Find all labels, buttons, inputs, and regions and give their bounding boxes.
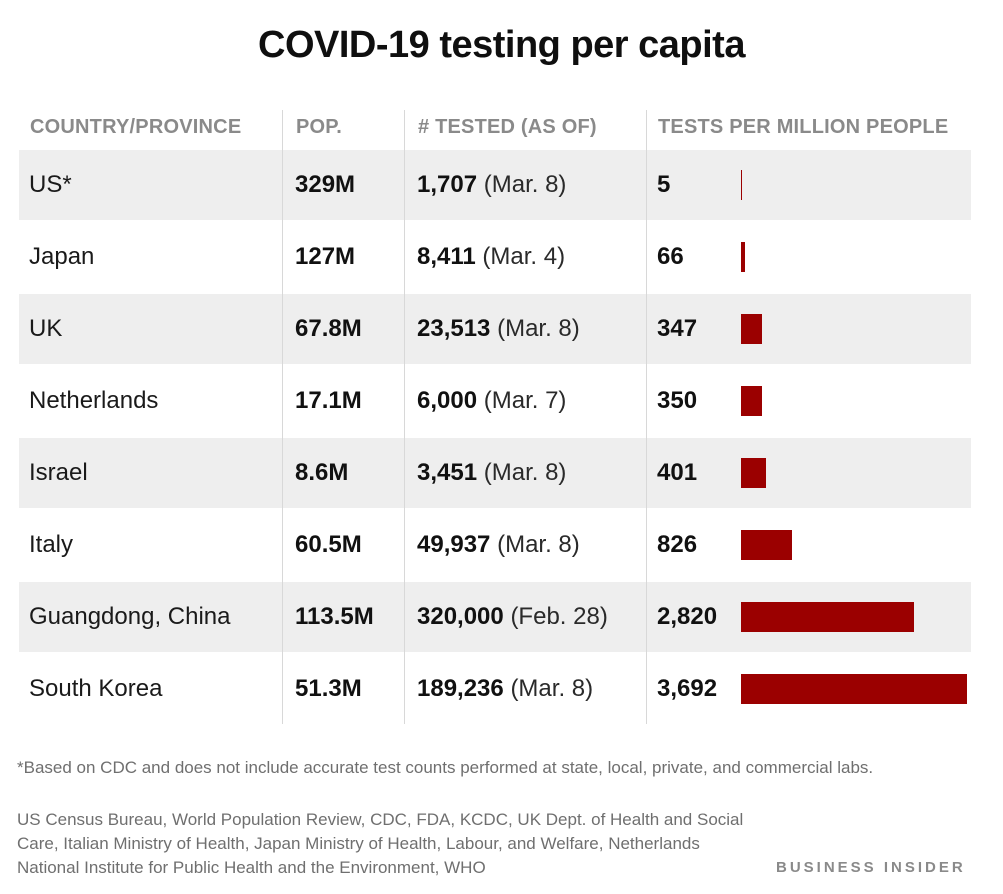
- tested-cell: 1,707 (Mar. 8): [417, 150, 566, 220]
- chart-title: COVID-19 testing per capita: [258, 24, 745, 66]
- column-divider: [282, 110, 283, 724]
- tests-per-million-value: 3,692: [657, 675, 718, 702]
- tested-cell: 320,000 (Feb. 28): [417, 582, 608, 652]
- table-row: Israel 8.6M 3,451 (Mar. 8) 401: [19, 438, 971, 510]
- sources-note: US Census Bureau, World Population Revie…: [17, 810, 744, 877]
- tested-date: (Feb. 28): [510, 603, 608, 630]
- column-divider: [646, 110, 647, 724]
- tested-cell: 189,236 (Mar. 8): [417, 654, 593, 724]
- population-cell: 113.5M: [295, 603, 374, 630]
- tested-count: 189,236: [417, 675, 504, 702]
- tests-per-million-bar: [741, 458, 766, 488]
- tested-date: (Mar. 8): [497, 531, 580, 558]
- tested-date: (Mar. 7): [483, 387, 567, 414]
- tested-date: (Mar. 8): [497, 315, 580, 342]
- tested-count: 3,451: [417, 459, 478, 486]
- population-cell: 67.8M: [295, 315, 362, 342]
- header-tested: # TESTED (AS OF): [418, 116, 597, 138]
- country-cell: Netherlands: [29, 387, 159, 414]
- tested-cell: 3,451 (Mar. 8): [417, 438, 566, 508]
- table-row: Netherlands 17.1M 6,000 (Mar. 7) 350: [19, 366, 971, 438]
- table-row: US* 329M 1,707 (Mar. 8) 5: [19, 150, 971, 222]
- tested-count: 8,411: [417, 243, 476, 270]
- tests-per-million-value: 2,820: [657, 603, 718, 630]
- tests-per-million-value: 350: [657, 387, 698, 414]
- header-country: COUNTRY/PROVINCE: [30, 116, 242, 138]
- tested-count: 320,000: [417, 603, 504, 630]
- table-row: UK 67.8M 23,513 (Mar. 8) 347: [19, 294, 971, 366]
- country-cell: South Korea: [29, 675, 163, 702]
- tests-per-million-bar: [741, 386, 762, 416]
- data-table: US* 329M 1,707 (Mar. 8) 5 Japan 127M 8,411 (Ma…: [19, 150, 971, 726]
- tests-per-million-value: 5: [657, 171, 671, 198]
- table-row: Guangdong, China 113.5M 320,000 (Feb. 28) 2…: [19, 582, 971, 654]
- country-cell: Israel: [29, 459, 88, 486]
- header-population: POP.: [296, 116, 343, 138]
- tested-cell: 23,513 (Mar. 8): [417, 294, 580, 364]
- population-cell: 127M: [295, 243, 356, 270]
- tested-date: (Mar. 8): [510, 675, 594, 702]
- population-cell: 60.5M: [295, 531, 362, 558]
- country-cell: Guangdong, China: [29, 603, 231, 630]
- tests-per-million-bar: [741, 530, 792, 560]
- tested-count: 6,000: [417, 387, 478, 414]
- footnote: *Based on CDC and does not include accur…: [17, 758, 874, 777]
- tests-per-million-value: 826: [657, 531, 698, 558]
- tests-per-million-bar: [741, 674, 967, 704]
- population-cell: 329M: [295, 171, 356, 198]
- tested-date: (Mar. 4): [482, 243, 566, 270]
- country-cell: Japan: [29, 243, 95, 270]
- tested-cell: 8,411 (Mar. 4): [417, 222, 565, 292]
- tests-per-million-bar: [741, 242, 745, 272]
- tests-per-million-value: 401: [657, 459, 698, 486]
- country-cell: UK: [29, 315, 63, 342]
- header-tests-per-million: TESTS PER MILLION PEOPLE: [658, 116, 949, 138]
- population-cell: 17.1M: [295, 387, 362, 414]
- tests-per-million-value: 347: [657, 315, 698, 342]
- tests-per-million-bar: [741, 170, 742, 200]
- tested-date: (Mar. 8): [483, 459, 567, 486]
- tests-per-million-value: 66: [657, 243, 684, 270]
- tested-cell: 6,000 (Mar. 7): [417, 366, 566, 436]
- brand-logo: BUSINESS INSIDER: [776, 859, 966, 876]
- column-divider: [404, 110, 405, 724]
- tested-cell: 49,937 (Mar. 8): [417, 510, 580, 580]
- tests-per-million-bar: [741, 602, 914, 632]
- country-cell: US*: [29, 171, 72, 198]
- table-row: South Korea 51.3M 189,236 (Mar. 8) 3,692: [19, 654, 971, 726]
- tested-count: 23,513: [417, 315, 491, 342]
- population-cell: 8.6M: [295, 459, 349, 486]
- country-cell: Italy: [29, 531, 74, 558]
- tested-count: 49,937: [417, 531, 491, 558]
- population-cell: 51.3M: [295, 675, 362, 702]
- tests-per-million-bar: [741, 314, 762, 344]
- tested-date: (Mar. 8): [483, 171, 567, 198]
- table-row: Italy 60.5M 49,937 (Mar. 8) 826: [19, 510, 971, 582]
- tested-count: 1,707: [417, 171, 478, 198]
- table-row: Japan 127M 8,411 (Mar. 4) 66: [19, 222, 971, 294]
